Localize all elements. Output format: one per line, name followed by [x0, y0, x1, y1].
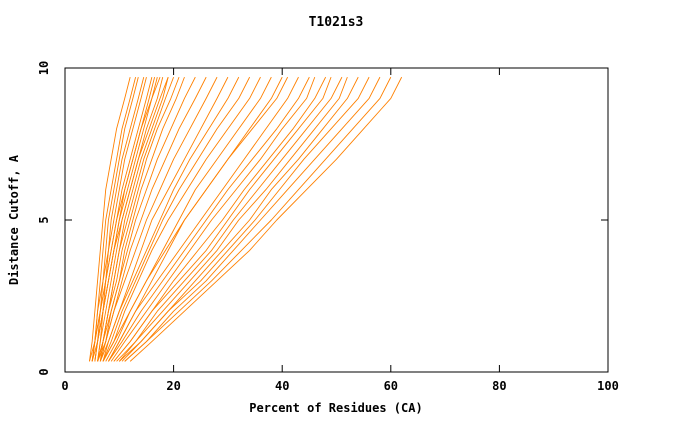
model-curve: [105, 76, 272, 362]
model-curve: [108, 76, 299, 362]
model-curve: [124, 76, 381, 362]
model-curve: [110, 76, 316, 362]
model-curve: [91, 77, 139, 362]
x-tick-label: 40: [275, 379, 289, 393]
model-curve: [121, 76, 370, 362]
model-curve: [124, 76, 392, 362]
x-tick-label: 60: [384, 379, 398, 393]
x-tick-label: 100: [597, 379, 619, 393]
x-tick-label: 20: [166, 379, 180, 393]
model-curve: [99, 76, 240, 362]
model-curve: [116, 76, 343, 362]
x-tick-labels: 0 20 40 60 80 100: [61, 379, 618, 393]
chart-title: T1021s3: [309, 15, 364, 30]
model-curve: [108, 76, 310, 362]
model-curve: [118, 76, 348, 362]
y-tick-label: 10: [37, 61, 51, 75]
model-curve: [91, 76, 169, 362]
x-tick-label: 0: [61, 379, 68, 393]
x-tick-label: 80: [492, 379, 506, 393]
axis-ticks: [64, 67, 609, 373]
y-tick-label: 5: [37, 216, 51, 223]
model-curve: [89, 76, 161, 362]
curves-group: [88, 76, 403, 362]
model-curve: [97, 76, 180, 362]
model-curve: [102, 76, 261, 362]
model-curve: [113, 76, 327, 362]
model-curve: [94, 77, 145, 362]
model-curve: [97, 76, 218, 362]
model-curve: [88, 77, 131, 362]
y-tick-label: 0: [37, 368, 51, 375]
model-curve: [102, 76, 289, 362]
x-axis-label: Percent of Residues (CA): [249, 401, 422, 415]
model-curve: [102, 76, 251, 362]
y-tick-labels: 0 5 10: [37, 61, 51, 376]
y-axis-label: Distance Cutoff, A: [7, 154, 21, 285]
model-curve: [129, 76, 403, 362]
model-curve: [113, 76, 332, 362]
model-curve: [99, 76, 185, 362]
model-curve: [97, 76, 196, 362]
